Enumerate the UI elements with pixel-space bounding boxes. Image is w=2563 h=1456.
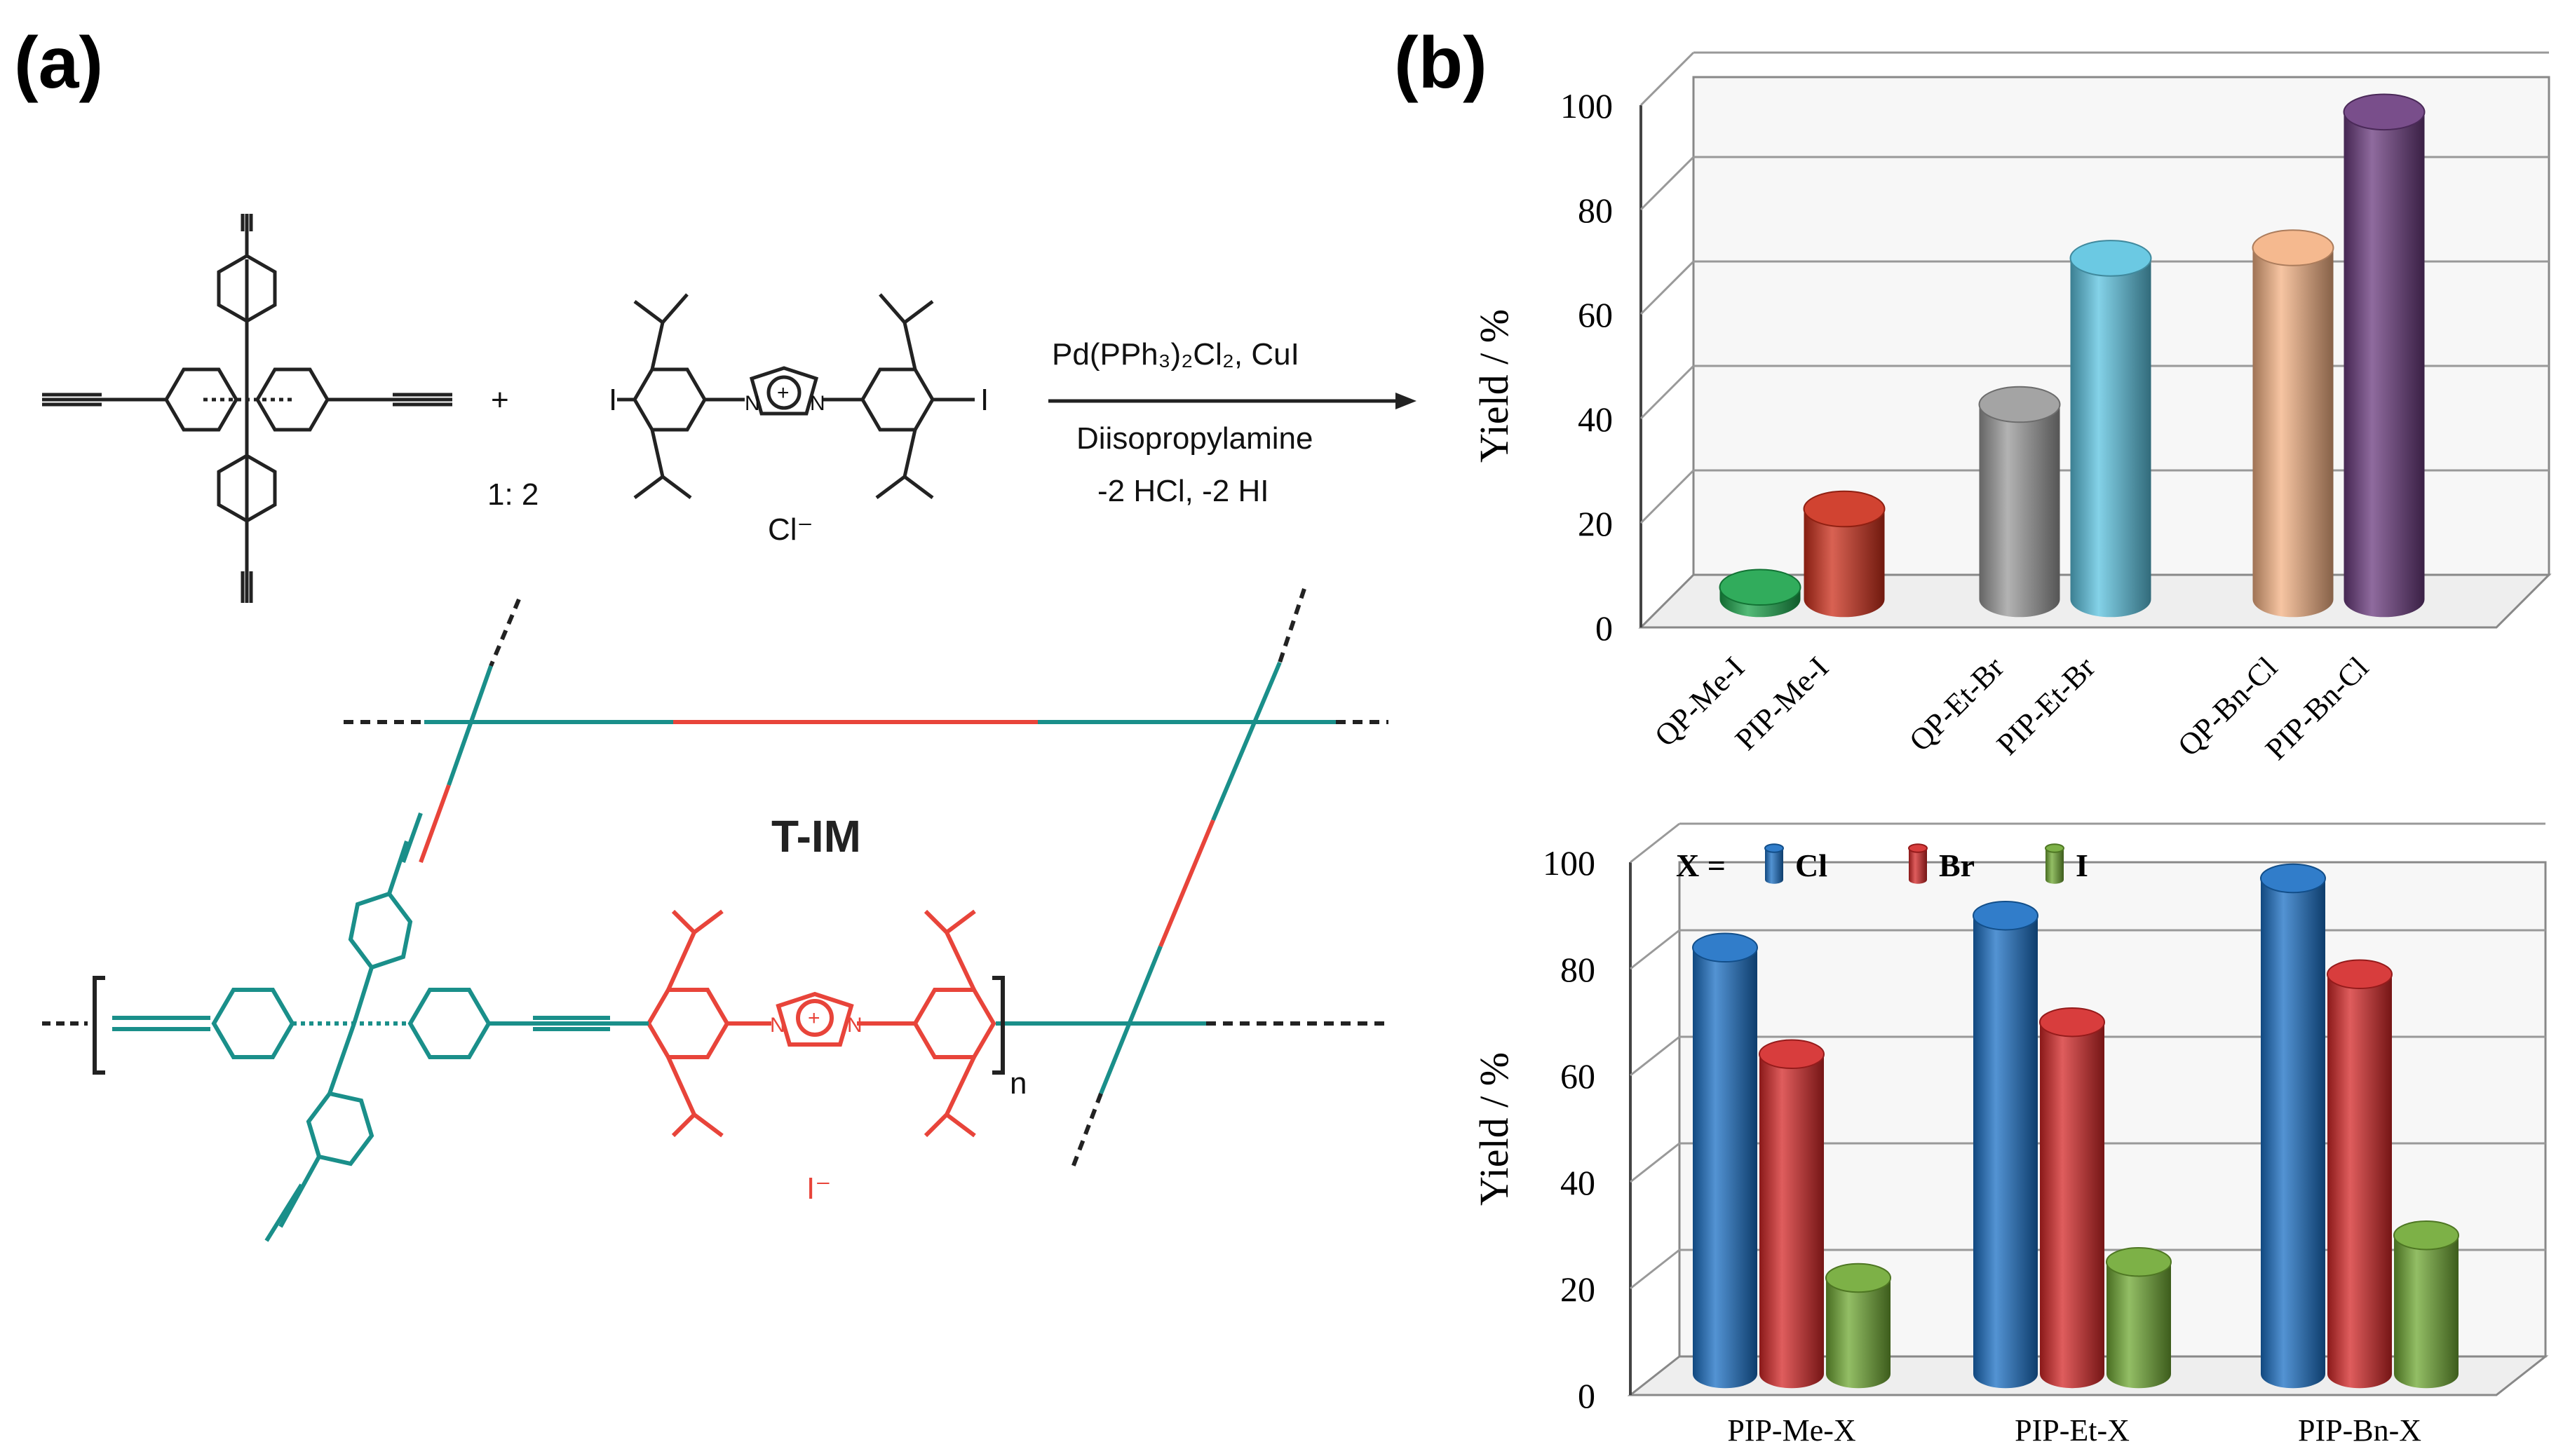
y-tick-label: 100: [1543, 843, 1595, 883]
svg-text:+: +: [777, 381, 790, 404]
bar-PIP-Me-X-I: [1825, 1263, 1891, 1389]
bar-PIP-Et-X-I: [2106, 1246, 2172, 1389]
gridline: [1639, 469, 1695, 524]
chloride-counterion: Cl⁻: [768, 512, 813, 547]
legend-label-Cl: Cl: [1795, 848, 1827, 883]
conditions-base: Diisopropylamine: [1076, 421, 1313, 456]
gridline: [1639, 365, 1695, 420]
bar-PIP-Me-X-Br: [1759, 1039, 1825, 1389]
y-tick-label: 80: [1578, 191, 1613, 230]
iodide-counterion: I⁻: [806, 1171, 831, 1206]
x-tick-label: PIP-Me-X: [1727, 1413, 1855, 1448]
tetrakis-ethynylphenyl-methane-structure: [42, 214, 452, 603]
iodo-left: I: [609, 383, 617, 417]
product-label: T-IM: [771, 811, 861, 862]
svg-text:N: N: [847, 1014, 863, 1037]
legend-label-Br: Br: [1939, 848, 1975, 883]
y-tick-label: 20: [1578, 504, 1613, 543]
gridline: [1630, 1142, 1680, 1183]
legend-swatch-Cl: [1764, 843, 1784, 884]
legend-swatch-Br: [1908, 843, 1928, 884]
reaction-arrowhead: [1395, 393, 1416, 409]
bar-PIP-Bn-X-Br: [2327, 959, 2393, 1389]
chart-bottom-yield-by-halide: 0 20 40 60 80 100 PIP-Me-X PIP-Et-X PIP-Bn-X Yi…: [1471, 822, 2549, 1448]
conditions-byproducts: -2 HCl, -2 HI: [1097, 474, 1269, 508]
y-tick-label: 60: [1560, 1056, 1595, 1096]
network-sketch: [344, 588, 1388, 1169]
bar-PIP-Et-X-Cl: [1973, 900, 2038, 1389]
bar-PIP-Me-I: [1803, 490, 1886, 618]
legend-label-I: I: [2076, 848, 2088, 883]
legend-swatch-I: [2045, 843, 2064, 884]
bar-PIP-Bn-Cl: [2343, 93, 2426, 618]
gridline: [1630, 822, 1680, 864]
svg-text:N: N: [745, 392, 760, 415]
imidazolium-salt-structure: [617, 293, 975, 499]
bar-PIP-Bn-X-I: [2393, 1220, 2459, 1389]
chart-bottom-legend: X = Cl Br I: [1676, 843, 2088, 884]
y-tick-label: 0: [1578, 1376, 1595, 1415]
y-tick-label: 80: [1560, 950, 1595, 989]
bar-QP-Me-I: [1719, 569, 1801, 618]
panel-b-label: (b): [1394, 22, 1487, 104]
bar-PIP-Me-X-Cl: [1692, 932, 1758, 1389]
bar-PIP-Et-X-Br: [2039, 1007, 2105, 1389]
y-tick-label: 40: [1560, 1163, 1595, 1202]
gridline: [1639, 156, 1695, 211]
x-tick-label: PIP-Bn-X: [2298, 1413, 2421, 1448]
y-tick-label: 100: [1560, 86, 1613, 125]
chart-top-ylabel: Yield / %: [1471, 309, 1517, 463]
gridline: [1639, 51, 1695, 107]
repeat-unit-structure: [42, 812, 1005, 1242]
chart-bottom-ylabel: Yield / %: [1471, 1052, 1517, 1206]
gridline: [1630, 1249, 1680, 1290]
y-tick-label: 0: [1595, 608, 1613, 648]
bar-PIP-Et-Br: [2069, 240, 2152, 618]
conditions-catalyst: Pd(PPh₃)₂Cl₂, CuI: [1052, 337, 1299, 372]
svg-text:N: N: [810, 392, 825, 415]
x-tick-label: PIP-Et-X: [2015, 1413, 2130, 1448]
y-tick-label: 40: [1578, 400, 1613, 439]
panel-a-scheme: (a) + 1: 2: [14, 22, 1416, 1242]
bar-PIP-Bn-X-Cl: [2260, 863, 2326, 1389]
gridline: [1630, 929, 1680, 970]
svg-text:N: N: [770, 1014, 785, 1037]
gridline: [1630, 1035, 1680, 1077]
x-tick-label: PIP-Et-Br: [1990, 650, 2102, 761]
iodo-right: I: [980, 383, 989, 417]
ratio-label: 1: 2: [487, 477, 539, 512]
repeat-index-n: n: [1010, 1066, 1027, 1101]
gridline: [1639, 260, 1695, 315]
plus-sign: +: [491, 383, 509, 417]
y-tick-label: 60: [1578, 295, 1613, 334]
svg-text:+: +: [808, 1007, 820, 1030]
bar-QP-Bn-Cl: [2252, 229, 2334, 618]
panel-a-label: (a): [14, 22, 103, 104]
legend-prefix: X =: [1676, 848, 1726, 883]
bar-QP-Et-Br: [1978, 386, 2061, 618]
x-tick-label: PIP-Me-I: [1729, 650, 1835, 756]
y-tick-label: 20: [1560, 1270, 1595, 1309]
